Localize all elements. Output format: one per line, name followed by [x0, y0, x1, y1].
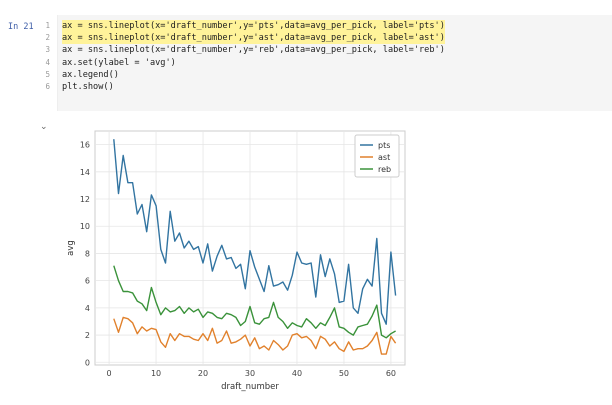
y-tick-label: 2 [85, 331, 90, 340]
legend [354, 134, 400, 178]
line-number: 6 [45, 81, 50, 91]
line-chart: 0 2 4 6 8 10 12 14 16 0 10 20 30 40 50 60 draft_number av… [66, 130, 406, 392]
y-tick-label: 10 [80, 222, 90, 231]
series-line-ast [113, 316, 397, 355]
code-line[interactable]: ax.legend() [62, 69, 119, 80]
code-line[interactable]: ax = sns.lineplot(x='draft_number',y='pt… [62, 20, 445, 33]
line-number-gutter: 1 2 3 4 5 6 [36, 20, 50, 93]
y-tick-label: 4 [85, 304, 90, 313]
line-number: 3 [45, 45, 50, 55]
code-line[interactable]: plt.show() [62, 81, 114, 92]
x-tick-label: 60 [386, 369, 396, 378]
x-tick-label: 40 [292, 369, 302, 378]
y-tick-label: 0 [85, 358, 90, 367]
y-tick-label: 14 [80, 168, 90, 177]
code-editor[interactable]: ax = sns.lineplot(x='draft_number',y='pt… [62, 20, 445, 93]
cell-prompt: In 21 [8, 22, 34, 32]
code-line[interactable]: ax.set(ylabel = 'avg') [62, 57, 176, 68]
line-number: 2 [45, 33, 50, 43]
code-line[interactable]: ax = sns.lineplot(x='draft_number',y='as… [62, 32, 445, 45]
legend-label-reb: reb [378, 165, 391, 174]
x-axis-label: draft_number [221, 382, 279, 392]
y-tick-label: 16 [80, 141, 90, 150]
code-line[interactable]: ax = sns.lineplot(x='draft_number',y='re… [62, 45, 445, 56]
x-tick-label: 10 [151, 369, 161, 378]
chevron-down-icon[interactable]: ⌄ [40, 122, 48, 132]
line-number: 5 [45, 69, 50, 79]
x-tick-label: 50 [339, 369, 349, 378]
series-line-reb [113, 265, 396, 339]
line-number: 1 [45, 21, 50, 30]
legend-label-ast: ast [378, 153, 390, 162]
x-tick-label: 30 [245, 369, 255, 378]
y-tick-label: 6 [85, 277, 90, 286]
y-tick-label: 8 [85, 249, 90, 258]
series-line-pts [113, 139, 397, 325]
x-tick-label: 0 [107, 369, 112, 378]
line-number: 4 [45, 57, 50, 67]
y-tick-label: 12 [80, 195, 90, 204]
x-tick-label: 20 [198, 369, 208, 378]
legend-label-pts: pts [378, 141, 390, 150]
y-axis-label: avg [66, 240, 76, 256]
